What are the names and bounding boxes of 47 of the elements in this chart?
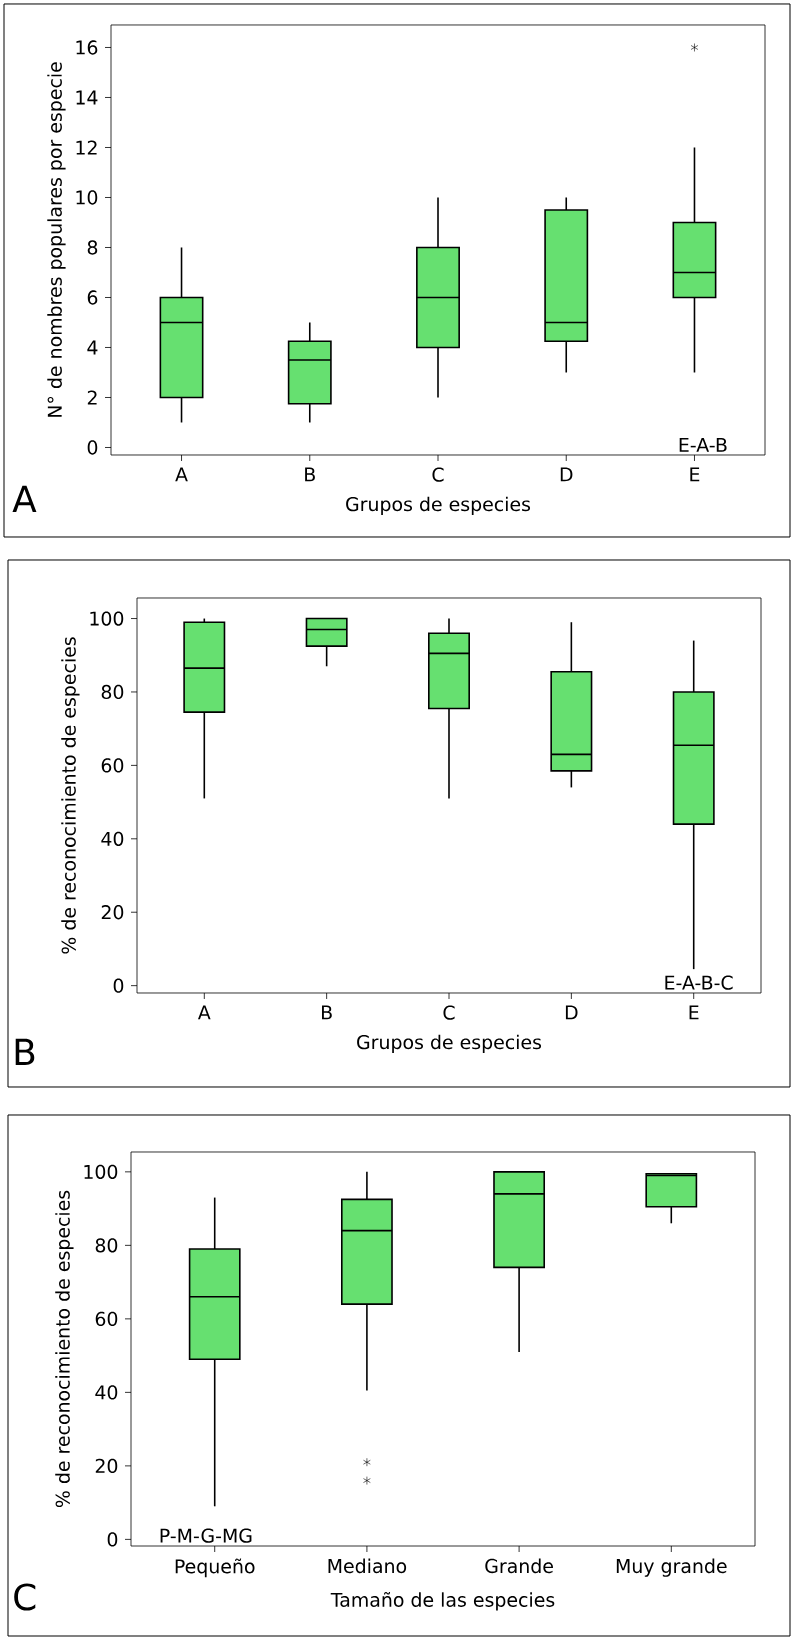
x-axis-title: Grupos de especies [357, 1034, 542, 1053]
text: A [12, 485, 37, 512]
x-tick-label: B [305, 467, 315, 482]
y-tick-label: 14 [76, 90, 98, 105]
x-tick-label: A [175, 467, 188, 482]
x-tick-label: C [443, 1005, 455, 1020]
y-tick-label: 100 [90, 611, 124, 626]
text: B [15, 1038, 35, 1065]
y-tick-label: 0 [113, 978, 124, 993]
annotation: P-M-G-MG [160, 1528, 252, 1543]
y-tick-label: 60 [95, 1311, 118, 1327]
y-tick-label: 80 [95, 1238, 118, 1253]
y-tick-label: 8 [87, 240, 98, 255]
x-tick-label: C [432, 467, 444, 482]
y-axis-title: % de reconocimiento de especies [61, 637, 80, 954]
x-tick-label: E [689, 1005, 699, 1020]
x-tick-label: A [197, 1005, 211, 1020]
y-tick-label: 40 [101, 831, 124, 846]
x-tick-label: Muy grande [616, 1558, 727, 1577]
y-tick-label: 60 [101, 758, 124, 773]
x-axis-title: Grupos de especies [346, 496, 531, 515]
x-tick-label: Mediano [328, 1558, 407, 1574]
y-tick-label: 4 [87, 340, 98, 355]
x-tick-label: B [322, 1005, 332, 1020]
y-tick-label: 12 [76, 140, 97, 155]
y-tick-label: 100 [84, 1164, 118, 1179]
y-tick-label: 80 [101, 684, 124, 700]
annotation: E-A-B-C [665, 975, 733, 990]
x-tick-label: D [565, 1005, 578, 1020]
y-tick-label: 0 [107, 1532, 118, 1547]
y-tick-label: 16 [76, 40, 98, 55]
x-axis-title: Tamaño de las especies [330, 1591, 555, 1611]
x-tick-label: D [560, 467, 573, 482]
y-tick-label: 2 [87, 390, 97, 405]
x-tick-label: Grande [485, 1558, 553, 1574]
y-tick-label: 20 [101, 905, 124, 920]
y-tick-label: 40 [95, 1385, 118, 1400]
y-tick-label: 10 [76, 190, 98, 205]
text: C [14, 1583, 36, 1611]
y-axis-title: N° de nombres populares por especie [47, 62, 66, 417]
y-axis-title: % de reconocimiento de especies [55, 1190, 74, 1508]
x-tick-label: Pequeño [175, 1558, 255, 1578]
x-tick-label: E [690, 467, 700, 482]
y-tick-label: 6 [87, 290, 98, 305]
y-tick-label: 0 [87, 440, 98, 455]
y-tick-label: 20 [95, 1458, 118, 1474]
annotation: E-A-B [679, 437, 727, 452]
